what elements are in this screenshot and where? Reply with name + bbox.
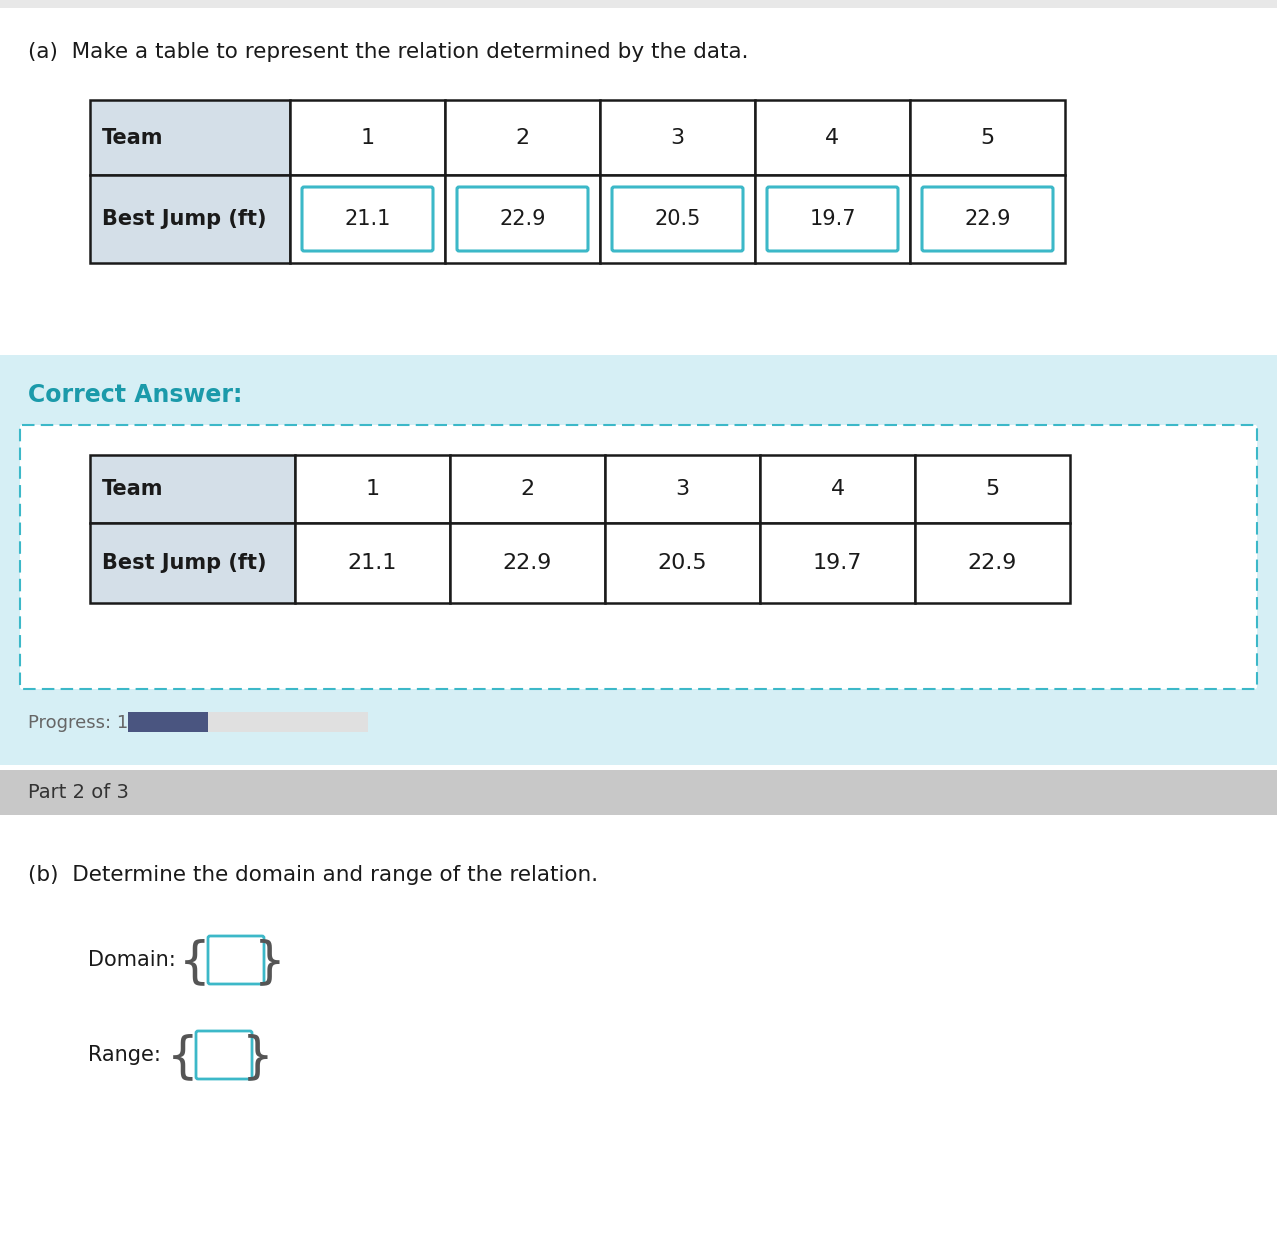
Bar	[0, 770, 1277, 815]
Bar	[444, 99, 600, 175]
Bar	[760, 523, 916, 603]
Text: 22.9: 22.9	[503, 554, 552, 572]
Bar	[755, 99, 911, 175]
Text: Team: Team	[102, 127, 163, 147]
FancyBboxPatch shape	[922, 187, 1054, 252]
Text: 2: 2	[521, 479, 535, 499]
Text: }: }	[254, 938, 286, 986]
Bar	[760, 455, 916, 523]
Text: Domain:: Domain:	[88, 950, 176, 970]
Bar	[128, 712, 208, 732]
Bar	[911, 175, 1065, 263]
Bar	[0, 355, 1277, 765]
Text: 5: 5	[986, 479, 1000, 499]
FancyBboxPatch shape	[767, 187, 898, 252]
Bar	[89, 175, 290, 263]
Text: 22.9: 22.9	[968, 554, 1018, 572]
Bar	[916, 523, 1070, 603]
Bar	[0, 0, 1277, 8]
Text: Best Jump (ft): Best Jump (ft)	[102, 209, 267, 229]
Bar	[89, 455, 295, 523]
FancyBboxPatch shape	[612, 187, 743, 252]
Text: 21.1: 21.1	[345, 209, 391, 229]
Text: 3: 3	[676, 479, 690, 499]
Bar	[450, 523, 605, 603]
Bar	[295, 455, 450, 523]
Bar	[911, 99, 1065, 175]
Text: Progress: 1/3: Progress: 1/3	[28, 715, 146, 732]
Text: 1: 1	[360, 127, 374, 147]
Text: Team: Team	[102, 479, 163, 499]
Bar	[0, 8, 1277, 353]
FancyBboxPatch shape	[457, 187, 587, 252]
Bar	[128, 712, 368, 732]
Text: 4: 4	[830, 479, 844, 499]
Text: Best Jump (ft): Best Jump (ft)	[102, 554, 267, 572]
Text: (b)  Determine the domain and range of the relation.: (b) Determine the domain and range of th…	[28, 866, 598, 884]
Text: 3: 3	[670, 127, 684, 147]
Bar	[89, 523, 295, 603]
Text: 2: 2	[516, 127, 530, 147]
Text: Part 2 of 3: Part 2 of 3	[28, 782, 129, 803]
Text: 22.9: 22.9	[499, 209, 545, 229]
Bar	[290, 99, 444, 175]
Bar	[605, 523, 760, 603]
Text: }: }	[243, 1033, 273, 1081]
FancyBboxPatch shape	[20, 425, 1257, 689]
Text: 20.5: 20.5	[658, 554, 707, 572]
Bar	[755, 175, 911, 263]
Bar	[0, 820, 1277, 1258]
Text: 1: 1	[365, 479, 379, 499]
Bar	[450, 455, 605, 523]
Bar	[444, 175, 600, 263]
Text: 19.7: 19.7	[810, 209, 856, 229]
Text: 4: 4	[825, 127, 839, 147]
FancyBboxPatch shape	[301, 187, 433, 252]
Bar	[89, 99, 290, 175]
Bar	[290, 175, 444, 263]
FancyBboxPatch shape	[208, 936, 264, 984]
Bar	[600, 175, 755, 263]
Text: 22.9: 22.9	[964, 209, 1011, 229]
Bar	[916, 455, 1070, 523]
Bar	[600, 99, 755, 175]
Text: (a)  Make a table to represent the relation determined by the data.: (a) Make a table to represent the relati…	[28, 42, 748, 62]
Text: Correct Answer:: Correct Answer:	[28, 382, 243, 408]
Text: {: {	[179, 938, 211, 986]
Text: 19.7: 19.7	[813, 554, 862, 572]
Text: 5: 5	[981, 127, 995, 147]
Text: Range:: Range:	[88, 1045, 161, 1066]
FancyBboxPatch shape	[195, 1032, 252, 1079]
Bar	[605, 455, 760, 523]
Bar	[295, 523, 450, 603]
Text: {: {	[167, 1033, 199, 1081]
Text: 21.1: 21.1	[347, 554, 397, 572]
Text: 20.5: 20.5	[654, 209, 701, 229]
